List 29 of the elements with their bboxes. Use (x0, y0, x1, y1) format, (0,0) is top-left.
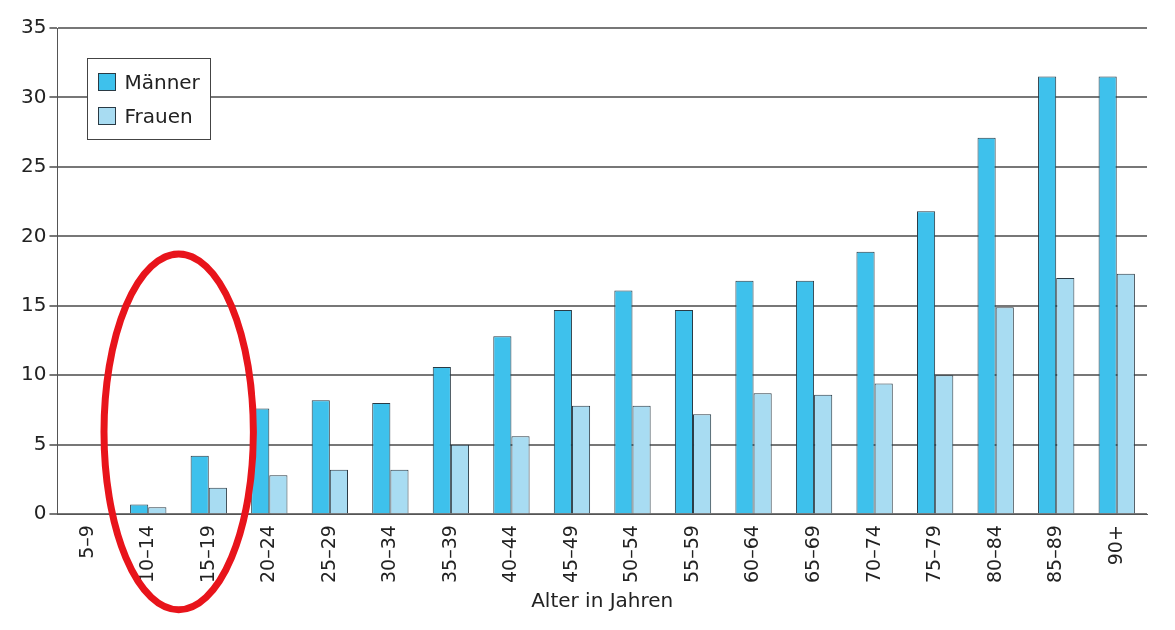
x-tick-label: 80–84 (982, 525, 1005, 584)
x-tick-label: 5–9 (74, 525, 97, 559)
y-tick-label: 5 (33, 430, 47, 455)
x-tick-label: 40–44 (498, 525, 521, 584)
x-tick-label: 85–89 (1043, 525, 1066, 584)
x-tick-label: 45–49 (558, 525, 581, 584)
legend-label: Männer (124, 69, 200, 96)
x-tick-label: 25–29 (316, 525, 339, 584)
x-tick-label: 50–54 (619, 525, 642, 584)
x-tick-label: 30–34 (377, 525, 400, 584)
y-tick-label: 0 (33, 500, 47, 525)
x-tick-label: 90+ (1103, 525, 1126, 566)
x-tick-label: 65–69 (801, 525, 824, 584)
x-tick-label: 10–14 (135, 525, 158, 584)
x-tick-label: 75–79 (922, 525, 945, 584)
x-tick-label: 55–59 (679, 525, 702, 584)
x-tick-label: 20–24 (256, 525, 279, 584)
y-tick-label: 15 (21, 292, 47, 316)
x-tick-label: 35–39 (437, 525, 460, 584)
y-tick-label: 20 (21, 222, 47, 247)
x-tick-label: 15–19 (195, 525, 218, 584)
y-tick-label: 10 (21, 361, 47, 386)
y-tick-label: 30 (21, 83, 47, 108)
y-tick-label: 25 (21, 153, 47, 178)
x-tick-label: 60–64 (740, 525, 763, 584)
y-tick-label: 35 (21, 14, 47, 39)
x-axis-title: Alter in Jahren (531, 588, 674, 613)
x-tick-label: 70–74 (861, 525, 884, 584)
legend-label: Frauen (124, 103, 193, 130)
